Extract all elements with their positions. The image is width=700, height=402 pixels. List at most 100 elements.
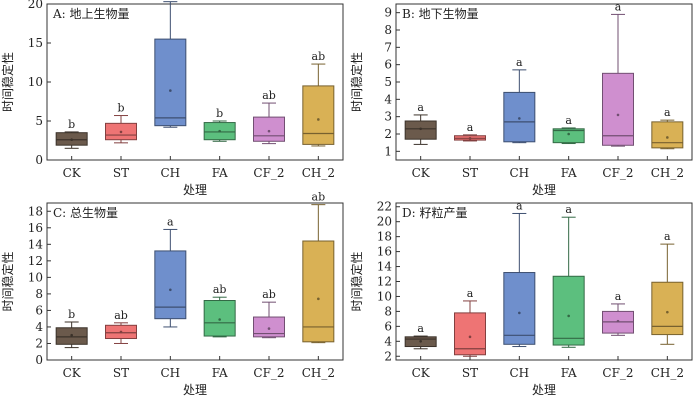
box-CH: a [503, 199, 536, 348]
box-CF_2: a [602, 290, 634, 336]
box-ST: ab [105, 309, 137, 344]
box-FA: a [552, 114, 585, 145]
box-body [552, 128, 585, 144]
chart-panel-3: 0 2 4 6 8 10 12 14 16 18 CK ST CH FA CF_2 CH_2 b ab a ab ab a… [0, 191, 344, 397]
mean-point [468, 137, 472, 140]
y-tick-label: 16 [377, 245, 392, 259]
chart-panel-2: 1 2 3 4 5 6 7 8 9 CK ST CH FA CF_2 CH_2 a a a a a a B: 地下生物量处… [349, 0, 693, 197]
significance-letter: ab [312, 191, 326, 204]
significance-letter: a [167, 215, 174, 228]
box-CH_2: a [651, 230, 684, 345]
mean-point [468, 335, 472, 339]
box-CH: a [154, 215, 187, 328]
x-tick-label: CH_2 [302, 366, 335, 380]
mean-point [218, 129, 221, 133]
mean-point [666, 136, 669, 139]
significance-letter: b [117, 102, 124, 115]
significance-letter: b [68, 308, 75, 321]
box-body [404, 120, 437, 140]
y-tick-label: 8 [384, 23, 392, 37]
significance-letter: a [467, 121, 474, 134]
box-CK: b [55, 308, 88, 349]
box-CK: b [55, 118, 88, 149]
significance-letter: ab [213, 283, 227, 296]
y-tick-label: 1 [384, 144, 392, 158]
y-tick-label: 5 [35, 114, 43, 128]
significance-letter: a [565, 114, 572, 127]
panel-label: D: 籽粒产量 [402, 205, 467, 220]
y-tick-label: 16 [28, 221, 43, 235]
y-tick-label: 6 [384, 58, 392, 72]
box-body [552, 275, 585, 346]
y-tick-label: 20 [377, 215, 392, 229]
significance-letter: b [216, 107, 223, 120]
box-CH_2: ab [302, 191, 335, 344]
y-tick-label: 10 [377, 289, 392, 303]
mean-point [518, 311, 521, 315]
x-tick-label: ST [113, 166, 129, 180]
box-body [503, 272, 536, 345]
y-tick-label: 8 [35, 287, 43, 301]
y-tick-label: 18 [28, 204, 43, 218]
y-tick-label: 8 [384, 304, 392, 318]
y-tick-label: 14 [28, 237, 44, 251]
significance-letter: a [664, 230, 671, 243]
y-tick-label: 7 [384, 40, 392, 54]
box-ST: a [454, 287, 486, 357]
x-tick-label: CF_2 [253, 366, 284, 380]
x-tick-label: CH_2 [651, 166, 684, 180]
mean-point [567, 314, 570, 318]
y-tick-label: 22 [377, 200, 392, 214]
box-body [253, 316, 285, 338]
mean-point [666, 310, 669, 314]
significance-letter: a [167, 0, 174, 1]
box-CH: a [503, 56, 536, 144]
panel-label: B: 地下生物量 [402, 7, 479, 21]
significance-letter: ab [312, 50, 326, 63]
y-tick-label: 0 [35, 153, 43, 167]
y-tick-label: 4 [384, 92, 392, 106]
mean-point [616, 319, 620, 323]
box-CH_2: ab [302, 50, 335, 147]
box-ST: a [454, 121, 486, 142]
y-axis-title: 时间稳定性 [0, 52, 15, 112]
x-tick-label: CK [412, 366, 431, 380]
y-axis-title: 时间稳定性 [0, 251, 15, 311]
y-tick-label: 6 [384, 319, 392, 333]
box-body [454, 312, 486, 356]
significance-letter: ab [114, 309, 128, 322]
box-CK: a [404, 322, 437, 350]
x-tick-label: FA [561, 166, 577, 180]
mean-point [419, 340, 422, 343]
box-FA: a [552, 203, 585, 348]
box-CF_2: ab [253, 89, 285, 145]
x-tick-label: ST [462, 166, 478, 180]
box-CF_2: ab [253, 288, 285, 339]
mean-point [317, 118, 320, 121]
x-tick-label: CF_2 [602, 166, 633, 180]
mean-point [567, 132, 570, 136]
box-body [302, 85, 335, 145]
box-body [602, 72, 634, 146]
box-ST: b [105, 102, 137, 144]
mean-point [119, 130, 123, 134]
x-tick-label: CK [412, 166, 431, 180]
significance-letter: a [516, 56, 523, 69]
mean-point [119, 330, 123, 334]
box-body [302, 240, 335, 343]
y-tick-label: 2 [384, 349, 392, 363]
x-tick-label: CF_2 [253, 166, 284, 180]
box-CK: a [404, 101, 437, 145]
x-tick-label: CK [63, 366, 82, 380]
significance-letter: a [467, 287, 474, 300]
box-CH: a [154, 0, 187, 128]
x-axis-title: 处理 [183, 383, 207, 397]
box-FA: b [203, 107, 236, 142]
panel-label: C: 总生物量 [53, 206, 118, 220]
y-tick-label: 10 [28, 75, 43, 89]
y-axis-title: 时间稳定性 [349, 52, 364, 112]
significance-letter: a [516, 199, 523, 212]
mean-point [616, 113, 620, 117]
